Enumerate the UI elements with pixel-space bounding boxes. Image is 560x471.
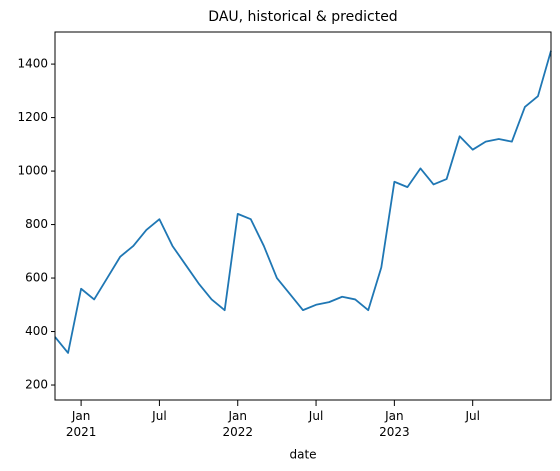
y-tick-label: 1000 — [17, 164, 48, 178]
x-tick-label: Jan 2023 — [379, 409, 410, 439]
x-axis-label: date — [289, 448, 316, 462]
y-tick-label: 1200 — [17, 110, 48, 124]
y-tick-label: 800 — [25, 217, 48, 231]
x-tick-label: Jan 2021 — [66, 409, 97, 439]
x-tick-label: Jan 2022 — [222, 409, 253, 439]
y-tick-label: 200 — [25, 378, 48, 392]
y-tick-label: 400 — [25, 324, 48, 338]
y-tick-label: 1400 — [17, 57, 48, 71]
y-tick-label: 600 — [25, 271, 48, 285]
chart-title: DAU, historical & predicted — [208, 9, 397, 25]
x-tick-label: Jul — [464, 409, 479, 423]
plot-frame — [54, 31, 552, 401]
line-series — [54, 50, 552, 354]
x-tick-label: Jul — [151, 409, 166, 423]
x-tick-label: Jul — [308, 409, 323, 423]
